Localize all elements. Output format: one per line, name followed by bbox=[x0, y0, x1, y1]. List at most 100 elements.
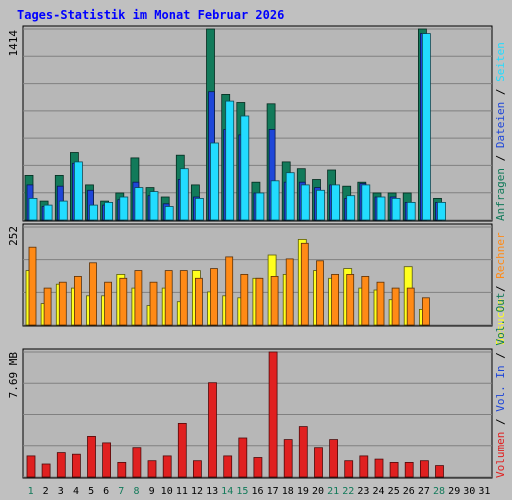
bar-volumen-day-24 bbox=[374, 458, 384, 478]
legend-entry-seiten: Seiten bbox=[494, 42, 507, 82]
legend-entry-anfragen: Anfragen bbox=[494, 168, 507, 221]
x-tick-label: 29 bbox=[448, 486, 460, 497]
bar-volumen-day-7 bbox=[117, 461, 127, 478]
bar-volumen-day-26 bbox=[404, 461, 414, 478]
x-axis-day-labels: 1 2 3 4 5 6 7 8 9 10 11 12 13 14 15 16 17 18 19 20 21 22 23 24 2… bbox=[28, 486, 491, 497]
panel-top: 1414 bbox=[7, 25, 493, 222]
panel-middle: 252 bbox=[7, 223, 493, 327]
bar-volumen-day-22 bbox=[344, 460, 354, 478]
bar-volumen-day-3 bbox=[56, 452, 66, 478]
bar-volumen-day-17 bbox=[268, 351, 278, 478]
bar-rechner-day-19 bbox=[300, 242, 309, 326]
x-tick-label: 12 bbox=[191, 486, 203, 497]
bar-seiten-day-14 bbox=[225, 100, 235, 221]
bar-seiten-day-11 bbox=[179, 168, 189, 221]
x-tick-label: 26 bbox=[403, 486, 415, 497]
bar-seiten-day-1 bbox=[28, 197, 38, 221]
x-tick-label: 11 bbox=[176, 486, 188, 497]
bar-rechner-day-26 bbox=[406, 287, 415, 326]
bar-rechner-day-3 bbox=[58, 281, 67, 326]
bar-rechner-day-11 bbox=[179, 270, 188, 326]
x-tick-label: 28 bbox=[433, 486, 445, 497]
bar-rechner-day-16 bbox=[255, 277, 264, 326]
bar-seiten-day-4 bbox=[74, 161, 83, 221]
x-tick-label: 30 bbox=[463, 486, 475, 497]
bar-rechner-day-17 bbox=[270, 275, 279, 326]
bar-rechner-day-5 bbox=[89, 262, 97, 326]
x-tick-label: 4 bbox=[73, 486, 79, 497]
bar-rechner-day-18 bbox=[285, 258, 294, 326]
x-tick-label: 27 bbox=[418, 486, 430, 497]
bar-volumen-day-6 bbox=[102, 442, 111, 478]
bar-rechner-day-6 bbox=[104, 281, 112, 326]
bar-seiten-day-22 bbox=[346, 195, 356, 221]
bar-seiten-day-23 bbox=[361, 184, 371, 221]
bar-volumen-day-25 bbox=[389, 461, 399, 478]
bar-volumen-day-14 bbox=[223, 455, 233, 478]
bar-volumen-day-21 bbox=[329, 439, 339, 478]
legend-separator: / bbox=[494, 346, 507, 366]
bar-seiten-day-27 bbox=[421, 33, 431, 221]
legend-middle: Besuche / Rechner bbox=[494, 232, 507, 345]
x-tick-label: 20 bbox=[312, 486, 324, 497]
x-tick-label: 31 bbox=[478, 486, 490, 497]
chart-panels: 1414 252 7.69 MB bbox=[7, 25, 493, 479]
bar-rechner-day-25 bbox=[391, 287, 400, 326]
legend-bottom: Volumen / Vol. In / Vol. Out bbox=[494, 293, 507, 478]
legend-entry-vol-in: Vol. In bbox=[494, 365, 507, 411]
chart-legends: Anfragen / Dateien / Seiten Besuche / Rec… bbox=[494, 42, 507, 478]
bar-rechner-day-8 bbox=[134, 270, 143, 326]
legend-top: Anfragen / Dateien / Seiten bbox=[494, 42, 507, 221]
x-tick-label: 13 bbox=[206, 486, 218, 497]
x-tick-label: 22 bbox=[342, 486, 354, 497]
x-tick-label: 9 bbox=[149, 486, 155, 497]
bar-rechner-day-13 bbox=[210, 268, 218, 326]
legend-separator: / bbox=[494, 412, 507, 432]
bar-seiten-day-21 bbox=[331, 184, 341, 221]
x-tick-label: 6 bbox=[103, 486, 109, 497]
bar-seiten-day-17 bbox=[270, 180, 280, 221]
bar-volumen-day-28 bbox=[435, 465, 444, 478]
x-tick-label: 25 bbox=[388, 486, 400, 497]
chart-title: Tages-Statistik im Monat Februar 2026 bbox=[17, 8, 284, 22]
x-tick-label: 7 bbox=[118, 486, 124, 497]
legend-entry-vol-out: Vol. Out bbox=[494, 293, 507, 346]
bar-volumen-day-23 bbox=[359, 455, 369, 478]
bar-volumen-day-10 bbox=[162, 455, 172, 478]
bar-seiten-day-6 bbox=[104, 201, 113, 221]
y-max-label: 7.69 MB bbox=[7, 352, 20, 399]
bar-seiten-day-28 bbox=[437, 201, 446, 221]
bar-rechner-day-14 bbox=[225, 256, 234, 326]
bar-volumen-day-20 bbox=[314, 447, 323, 478]
x-tick-label: 14 bbox=[221, 486, 233, 497]
x-tick-label: 21 bbox=[327, 486, 339, 497]
bar-seiten-day-7 bbox=[119, 196, 129, 221]
bar-seiten-day-13 bbox=[210, 142, 219, 221]
legend-entry-dateien: Dateien bbox=[494, 102, 507, 148]
legend-entry-rechner: Rechner bbox=[494, 232, 507, 279]
bar-rechner-day-10 bbox=[164, 270, 173, 326]
bar-seiten-day-16 bbox=[255, 192, 265, 221]
bar-rechner-day-9 bbox=[149, 281, 158, 326]
bar-volumen-day-12 bbox=[192, 460, 202, 478]
x-tick-label: 8 bbox=[133, 486, 139, 497]
bar-rechner-day-4 bbox=[74, 275, 82, 326]
bar-volumen-day-11 bbox=[177, 422, 187, 478]
bar-rechner-day-24 bbox=[376, 281, 385, 326]
bar-rechner-day-2 bbox=[43, 287, 52, 326]
x-tick-label: 5 bbox=[88, 486, 94, 497]
x-tick-label: 15 bbox=[236, 486, 248, 497]
bar-seiten-day-19 bbox=[300, 184, 310, 221]
legend-separator: / bbox=[494, 279, 507, 299]
y-max-label: 1414 bbox=[7, 30, 20, 57]
bar-rechner-day-27 bbox=[421, 297, 430, 326]
x-tick-label: 1 bbox=[28, 486, 34, 497]
bar-seiten-day-5 bbox=[89, 204, 98, 221]
bar-volumen-day-18 bbox=[283, 439, 293, 478]
bar-seiten-day-3 bbox=[58, 200, 68, 221]
bar-volumen-day-9 bbox=[147, 460, 157, 478]
panel-bottom: 7.69 MB bbox=[7, 348, 493, 479]
bar-seiten-day-10 bbox=[164, 206, 174, 221]
bar-seiten-day-9 bbox=[149, 191, 159, 221]
